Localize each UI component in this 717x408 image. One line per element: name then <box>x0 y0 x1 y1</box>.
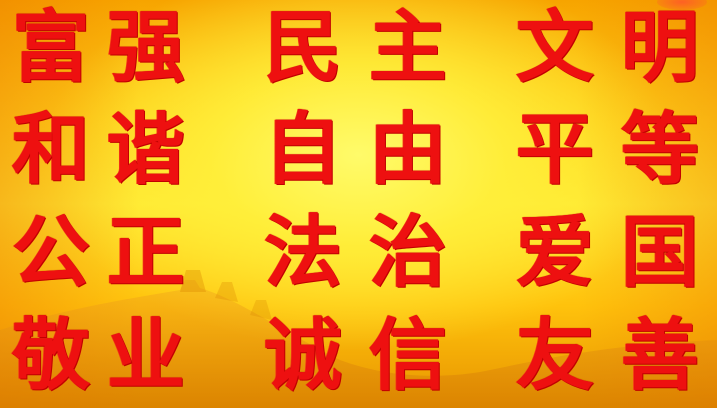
slogan-char: 诚 <box>263 311 342 401</box>
slogan-char: 善 <box>620 311 699 401</box>
slogan-char: 法 <box>263 208 342 298</box>
slogan-char: 敬 <box>11 311 90 401</box>
slogan-char: 业 <box>106 311 185 401</box>
right-glow <box>577 0 717 408</box>
slogan-char: 等 <box>620 105 699 195</box>
slogan-char: 谐 <box>106 105 185 195</box>
slogan-char: 民 <box>263 3 342 93</box>
slogan-char: 平 <box>515 105 594 195</box>
slogan-char: 文 <box>515 3 594 93</box>
corner-flare <box>657 0 707 10</box>
slogan-char: 爱 <box>515 208 594 298</box>
slogan-char: 友 <box>515 311 594 401</box>
slogan-char: 明 <box>620 3 699 93</box>
slogan-char: 自 <box>263 105 342 195</box>
slogan-char: 主 <box>368 3 447 93</box>
slogan-char: 国 <box>620 208 699 298</box>
slogan-char: 强 <box>106 3 185 93</box>
slogan-char: 治 <box>368 208 447 298</box>
slogan-char: 正 <box>106 208 185 298</box>
slogan-char: 公 <box>11 208 90 298</box>
slogan-char: 由 <box>368 105 447 195</box>
slogan-char: 富 <box>11 3 90 93</box>
slogan-char: 和 <box>11 105 90 195</box>
slogan-char: 信 <box>368 311 447 401</box>
